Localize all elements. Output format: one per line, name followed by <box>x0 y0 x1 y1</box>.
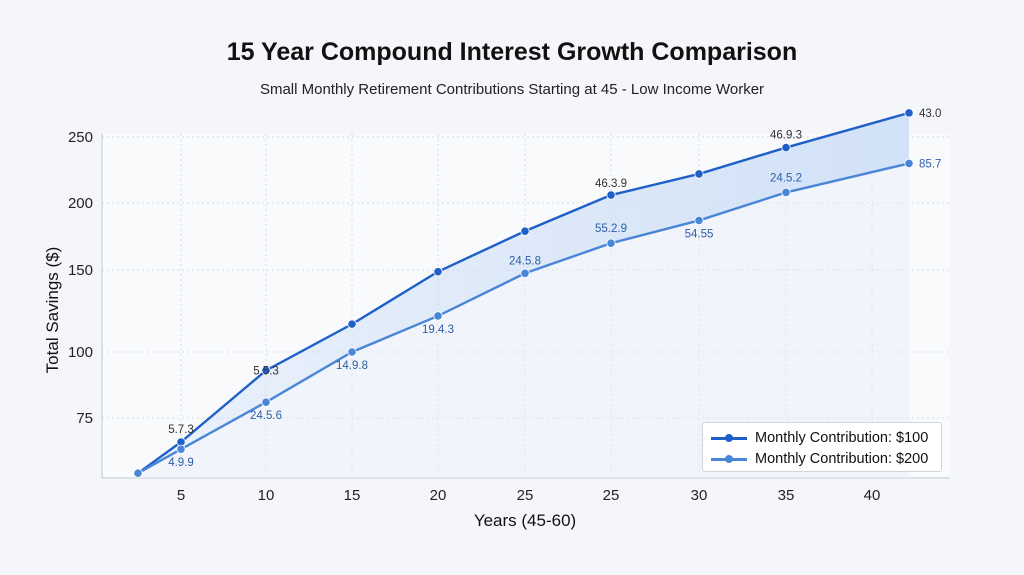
chart-title: 15 Year Compound Interest Growth Compari… <box>226 38 798 66</box>
y-tick-label: 250 <box>68 129 93 146</box>
y-axis-label: Total Savings ($) <box>43 247 62 374</box>
series-1-data-label: 46.3.9 <box>595 178 627 190</box>
x-tick-label: 5 <box>177 487 185 504</box>
series-1-point <box>347 319 357 329</box>
x-tick-label: 10 <box>258 487 275 504</box>
series-1-point <box>520 226 530 236</box>
series-2-point <box>606 238 616 248</box>
series-1-data-label: 5.7.3 <box>168 424 194 436</box>
series-2-data-label: 24.5.2 <box>770 172 802 184</box>
series-line-2 <box>137 162 910 475</box>
legend-label-series-2: Monthly Contribution: $200 <box>755 450 929 467</box>
series-line-1 <box>137 111 910 475</box>
series-2-point <box>433 311 443 321</box>
series-1-data-label: 46.9.3 <box>770 130 802 142</box>
plot-area <box>102 134 950 478</box>
x-tick-label: 30 <box>691 487 708 504</box>
x-tick-label: 15 <box>344 487 361 504</box>
series-2-point <box>133 468 143 478</box>
series-2-data-label: 54.55 <box>685 228 714 240</box>
y-tick-label: 100 <box>68 344 93 361</box>
chart-legend: Monthly Contribution: $100 Monthly Contr… <box>702 422 942 472</box>
legend-item-series-1: Monthly Contribution: $100 <box>711 427 933 448</box>
series-2-point <box>520 268 530 278</box>
x-tick-label: 40 <box>864 487 881 504</box>
series-2-data-label: 14.9.8 <box>336 360 368 372</box>
legend-item-series-2: Monthly Contribution: $200 <box>711 448 933 469</box>
legend-label-series-1: Monthly Contribution: $100 <box>755 429 929 446</box>
series-1-point <box>261 365 271 376</box>
legend-swatch-series-1 <box>711 432 747 444</box>
series-2-data-label: 85.7 <box>919 158 941 170</box>
series-2-point <box>781 187 791 198</box>
series-1-data-label: 43.0 <box>919 108 941 120</box>
series-2-data-label: 24.5.8 <box>509 255 541 267</box>
x-tick-label: 20 <box>430 487 447 504</box>
x-tick-label: 25 <box>603 487 620 504</box>
series-1-point <box>606 190 616 200</box>
x-axis-label: Years (45-60) <box>474 511 576 530</box>
legend-swatch-series-2 <box>711 453 747 465</box>
series-2-data-label: 19.4.3 <box>422 324 454 336</box>
series-1-point <box>433 267 443 277</box>
series-2-data-label: 4.9.9 <box>168 457 194 469</box>
series-1-point <box>781 142 791 153</box>
series-2-data-label: 24.5.6 <box>250 410 282 422</box>
series-1-point <box>694 169 704 179</box>
y-tick-label: 200 <box>68 195 93 212</box>
series-2-point <box>347 347 357 357</box>
chart-subtitle: Small Monthly Retirement Contributions S… <box>259 81 765 98</box>
area-between-series <box>138 112 909 474</box>
y-tick-label: 150 <box>68 262 93 279</box>
x-tick-label: 35 <box>778 487 795 504</box>
series-1-point <box>904 108 914 118</box>
y-tick-label: 75 <box>76 410 93 427</box>
series-1-data-label: 5.5.3 <box>253 365 279 377</box>
series-2-point <box>176 444 186 454</box>
series-2-point <box>694 215 704 226</box>
area-under-series <box>138 163 909 478</box>
series-2-point <box>904 158 914 168</box>
x-tick-label: 25 <box>517 487 534 504</box>
series-2-data-label: 55.2.9 <box>595 223 627 235</box>
series-2-point <box>261 397 271 407</box>
